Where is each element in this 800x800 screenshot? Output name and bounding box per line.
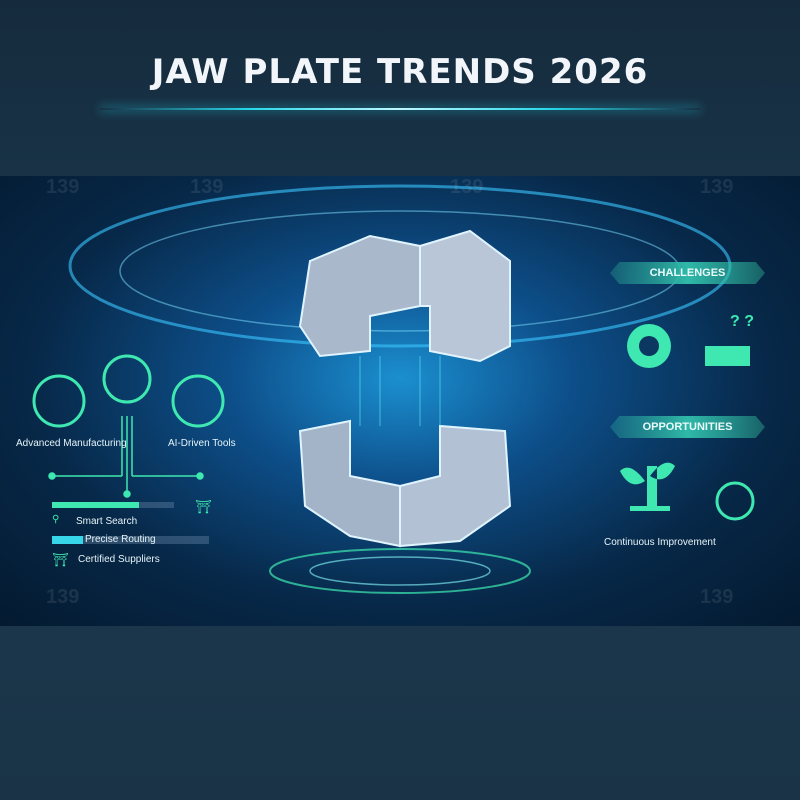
watermark: 139 — [700, 176, 734, 198]
challenges-banner: CHALLENGES — [610, 262, 765, 284]
precise-routing-label: Precise Routing — [85, 534, 156, 545]
globe-leaf-recycle-icon — [715, 481, 755, 521]
watermark: 139 — [700, 586, 734, 608]
factory-question-icon — [705, 346, 750, 366]
title-divider — [100, 108, 700, 110]
ai-driven-tools-label: AI-Driven Tools — [168, 438, 236, 449]
precise-routing-progress — [52, 536, 209, 544]
shield-icon: ⛩ — [195, 499, 212, 514]
infographic-panel: ? ? 139 139 139 139 139 139 Advanced Man… — [0, 176, 800, 626]
jaw-plate-lower — [298, 419, 512, 548]
watermark: 139 — [190, 176, 224, 198]
gear-network-icon — [102, 354, 152, 404]
sprout-icon — [620, 462, 675, 511]
connector-lines — [48, 416, 204, 498]
magnifier-icon — [171, 374, 225, 428]
search-shield-icon: ⚲ — [52, 514, 60, 525]
shield-icon: ⛩ — [52, 552, 69, 567]
smart-search-label: Smart Search — [76, 516, 138, 527]
certified-suppliers-label: Certified Suppliers — [78, 554, 160, 565]
svg-text:? ?: ? ? — [730, 313, 754, 330]
watermark: 139 — [46, 176, 80, 198]
smart-search-progress — [52, 502, 174, 508]
watermark: 139 — [450, 176, 484, 198]
jaw-plate-upper — [298, 229, 511, 363]
background-graphics: ? ? — [32, 184, 755, 594]
advanced-manufacturing-label: Advanced Manufacturing — [16, 438, 127, 449]
robot-arm-icon — [32, 374, 86, 428]
page-title: JAW PLATE TRENDS 2026 — [151, 52, 649, 92]
continuous-improvement-label: Continuous Improvement — [604, 537, 716, 548]
watermark: 139 — [46, 586, 80, 608]
opportunities-banner: OPPORTUNITIES — [610, 416, 765, 438]
